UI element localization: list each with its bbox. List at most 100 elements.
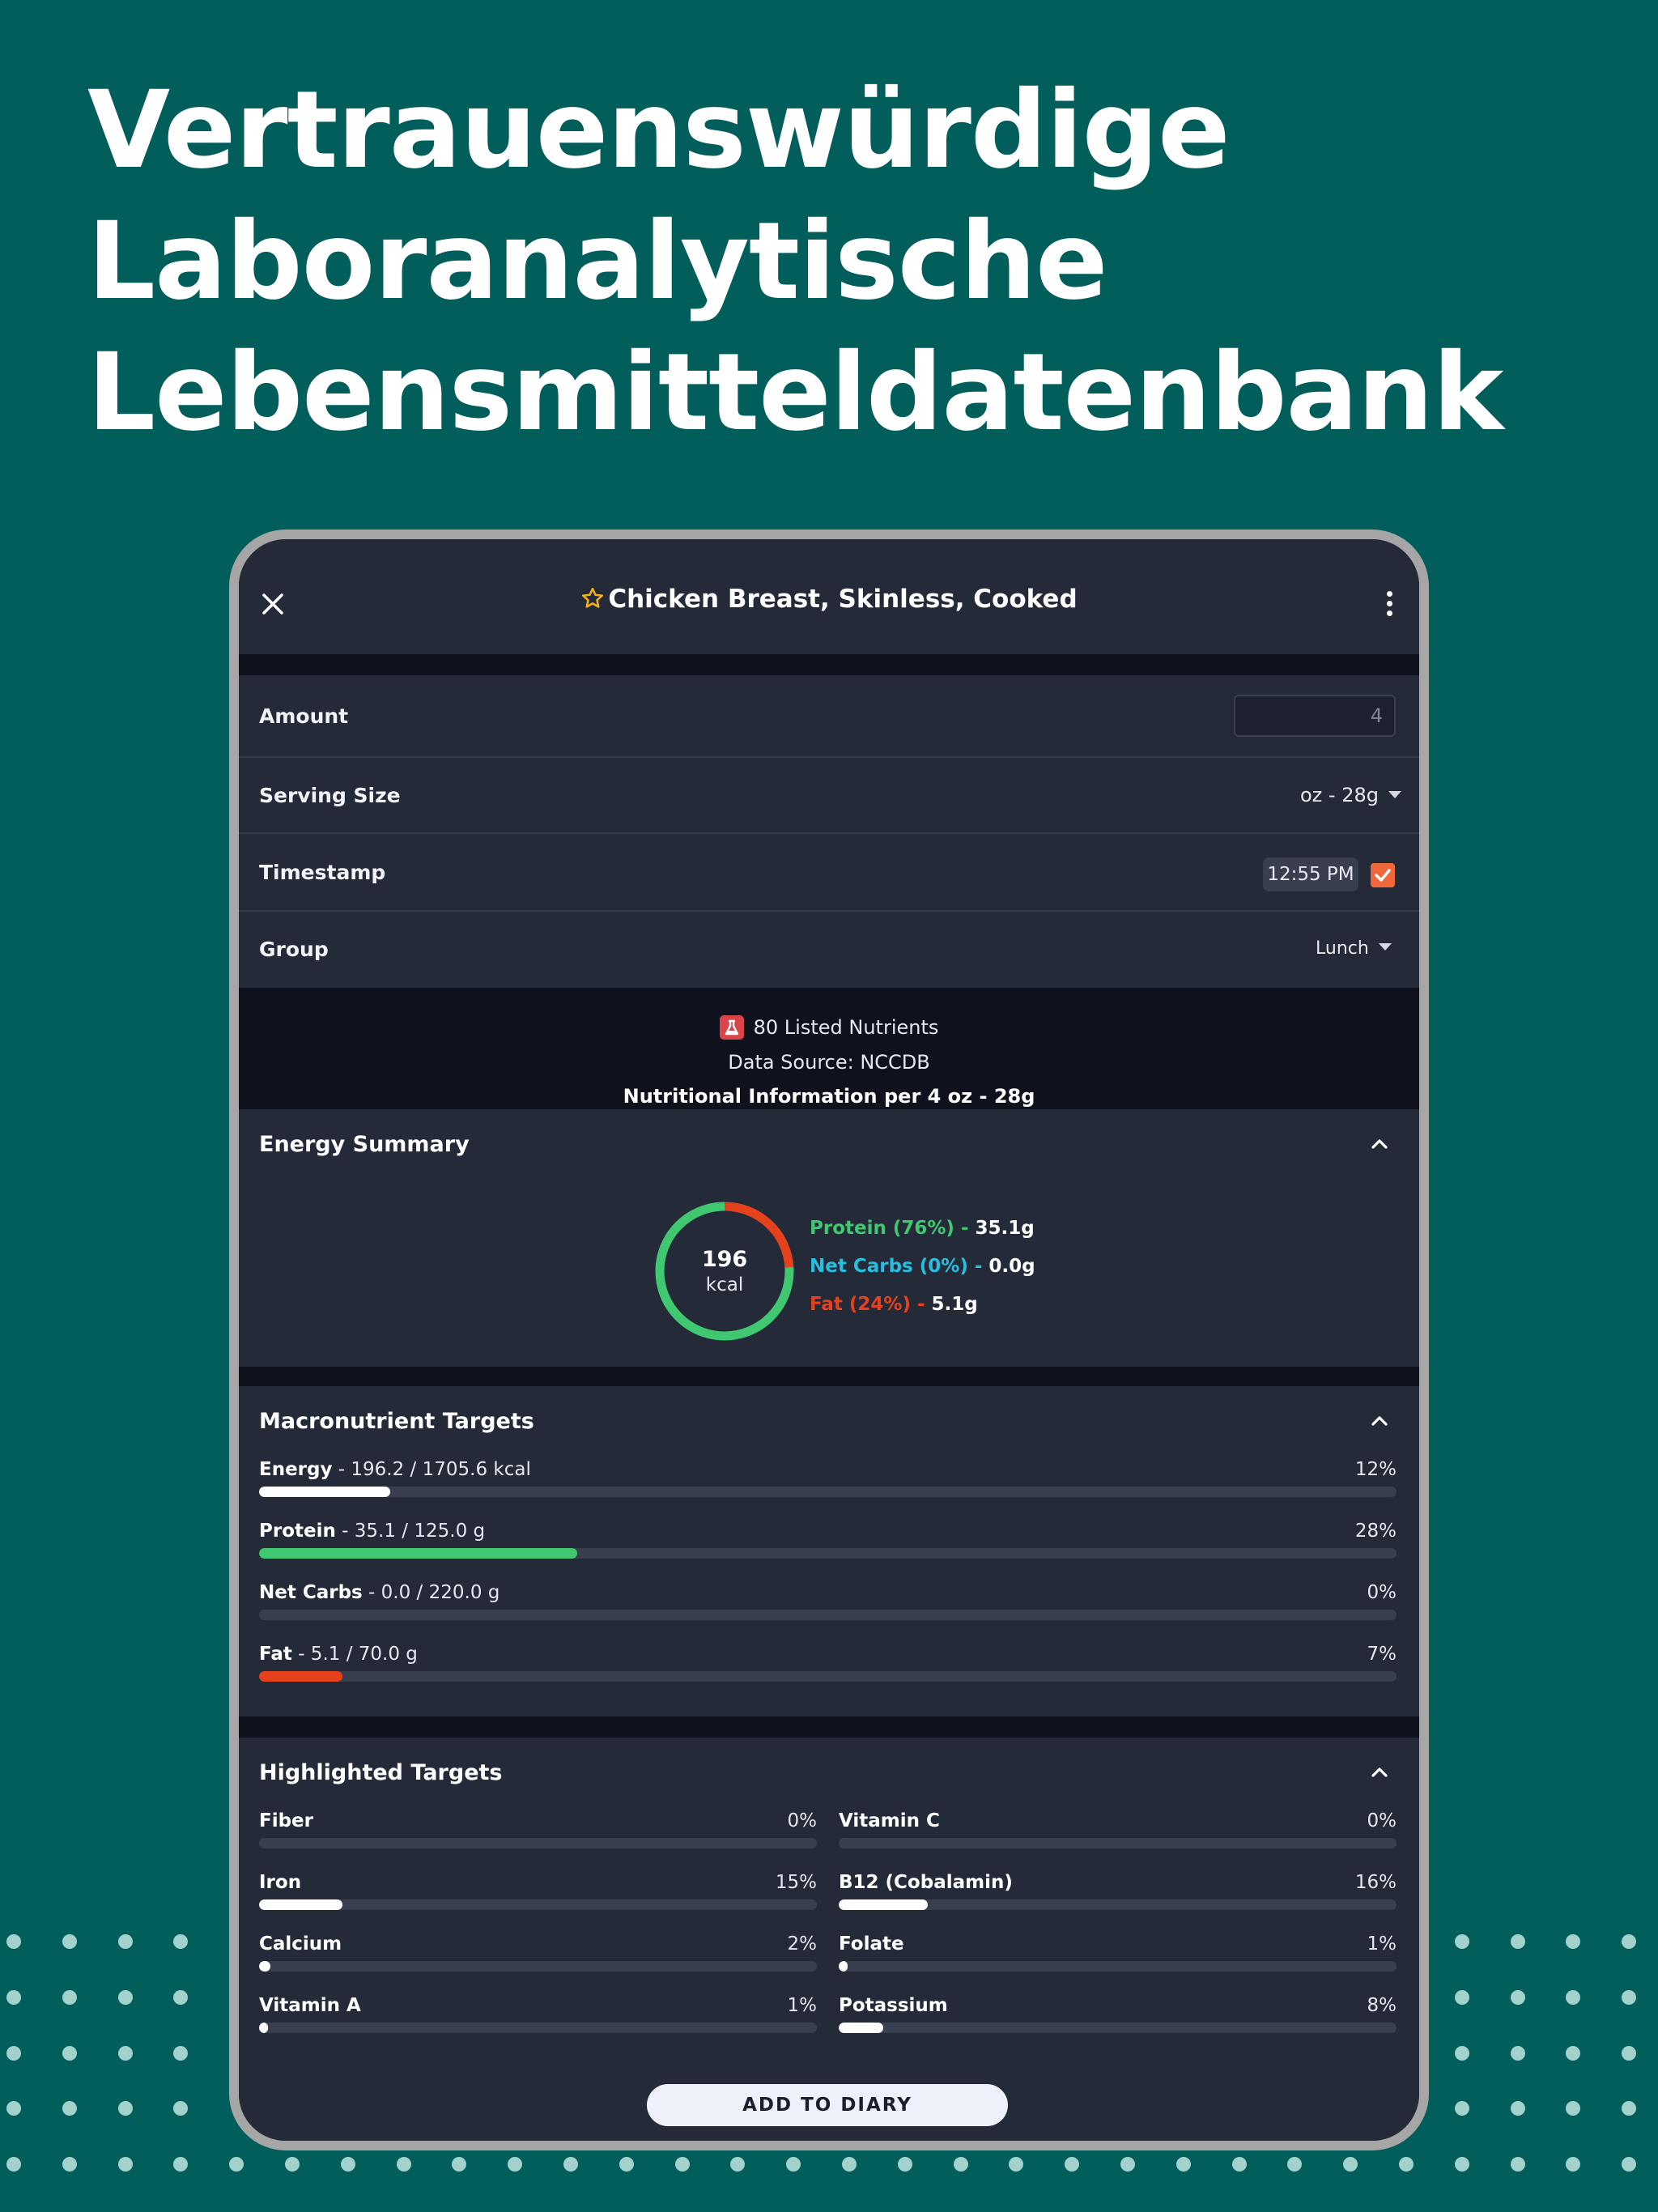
- serving-size-value: oz - 28g: [1300, 784, 1379, 806]
- decor-dot: [1009, 2157, 1024, 2172]
- macro-target-label: Net Carbs - 0.0 / 220.0 g: [259, 1582, 500, 1603]
- timestamp-checkbox[interactable]: [1371, 863, 1395, 887]
- legend-net-carbs-label: Net Carbs (0%) -: [810, 1256, 989, 1277]
- add-to-diary-button[interactable]: ADD TO DIARY: [647, 2084, 1008, 2126]
- serving-size-row[interactable]: Serving Size oz - 28g: [239, 756, 1419, 834]
- decor-dot: [1454, 2157, 1469, 2172]
- decor-dot: [1343, 2157, 1358, 2172]
- chevron-up-icon[interactable]: [1371, 1415, 1388, 1427]
- decor-dot: [117, 2045, 133, 2061]
- decor-dot: [1622, 2045, 1637, 2061]
- decor-dot: [1622, 1934, 1637, 1949]
- decor-dot: [117, 1989, 133, 2005]
- listed-nutrients-text: 80 Listed Nutrients: [753, 1016, 939, 1039]
- decor-dot: [6, 2157, 21, 2172]
- chevron-down-icon: [1388, 791, 1401, 798]
- legend-net-carbs-value: 0.0g: [988, 1256, 1035, 1277]
- amount-input[interactable]: 4: [1234, 695, 1396, 737]
- decor-dot: [62, 2045, 77, 2061]
- decor-dot: [1566, 1934, 1581, 1949]
- decor-dot: [6, 2045, 21, 2061]
- legend-fat-label: Fat (24%) -: [810, 1294, 932, 1315]
- highlighted-progress-track: [839, 1838, 1397, 1848]
- legend-protein-value: 35.1g: [975, 1218, 1035, 1239]
- timestamp-chip[interactable]: 12:55 PM: [1263, 857, 1358, 891]
- headline-line-3: Lebensmitteldatenbank: [87, 330, 1503, 455]
- macro-progress-fill: [259, 1671, 342, 1682]
- decor-dot: [1510, 2045, 1525, 2061]
- highlighted-target-percent: 15%: [775, 1872, 817, 1893]
- decor-dot: [117, 2101, 133, 2116]
- check-icon: [1375, 869, 1391, 882]
- macro-target-name: Net Carbs: [259, 1582, 363, 1603]
- highlighted-progress-fill: [259, 1899, 343, 1910]
- highlighted-target-percent: 16%: [1354, 1872, 1397, 1893]
- serving-size-label: Serving Size: [259, 784, 401, 807]
- highlighted-target-percent: 0%: [787, 1810, 818, 1831]
- listed-nutrients: 80 Listed Nutrients: [239, 1015, 1419, 1040]
- chevron-up-icon[interactable]: [1371, 1767, 1388, 1778]
- decor-dot: [619, 2157, 634, 2172]
- donut-protein-segment: [655, 1202, 794, 1341]
- macro-target-detail: - 5.1 / 70.0 g: [291, 1644, 418, 1665]
- data-source: Data Source: NCCDB: [728, 1051, 930, 1074]
- decor-dot: [1175, 2157, 1191, 2172]
- decor-dot: [563, 2157, 578, 2172]
- star-icon[interactable]: [580, 586, 605, 610]
- macro-target-percent: 0%: [1367, 1582, 1397, 1603]
- highlighted-progress-track: [839, 2023, 1397, 2033]
- more-vertical-icon[interactable]: [1384, 591, 1394, 619]
- chevron-up-icon[interactable]: [1371, 1138, 1388, 1150]
- close-icon[interactable]: [260, 591, 286, 617]
- decor-dot: [6, 2101, 21, 2116]
- decor-dot: [1622, 2157, 1637, 2172]
- macro-target-detail: - 196.2 / 1705.6 kcal: [332, 1459, 531, 1480]
- highlighted-target-percent: 8%: [1367, 1995, 1397, 2016]
- highlighted-progress-track: [839, 1899, 1397, 1910]
- energy-summary-card: Energy Summary: [239, 1109, 1419, 1367]
- decor-dot: [173, 2045, 189, 2061]
- highlighted-target-name: Fiber: [259, 1810, 314, 1831]
- tablet-frame: Chicken Breast, Skinless, Cooked Amount …: [229, 530, 1429, 2150]
- macro-progress-track: [259, 1671, 1397, 1682]
- decor-dot: [1510, 2101, 1525, 2116]
- timestamp-row: Timestamp 12:55 PM: [239, 832, 1419, 912]
- decor-dot: [173, 2157, 189, 2172]
- macro-progress-track: [259, 1487, 1397, 1497]
- per-serving-caption: Nutritional Information per 4 oz - 28g: [623, 1085, 1035, 1108]
- highlighted-progress-fill: [259, 2023, 269, 2033]
- group-value: Lunch: [1316, 938, 1369, 959]
- highlighted-target-name: Potassium: [839, 1995, 948, 2016]
- energy-summary-title: Energy Summary: [259, 1132, 470, 1157]
- highlighted-target-percent: 0%: [1367, 1810, 1397, 1831]
- macro-progress-track: [259, 1610, 1397, 1620]
- legend-protein-label: Protein (76%) -: [810, 1218, 976, 1239]
- decor-dot: [1287, 2157, 1303, 2172]
- decor-dot: [117, 1934, 133, 1949]
- decor-dot: [396, 2157, 411, 2172]
- decor-dot: [1566, 2045, 1581, 2061]
- group-dropdown[interactable]: Lunch: [1316, 938, 1392, 959]
- macro-target-percent: 28%: [1354, 1521, 1397, 1542]
- decor-dot: [1399, 2157, 1414, 2172]
- decor-dot: [452, 2157, 467, 2172]
- highlighted-progress-fill: [839, 1899, 929, 1910]
- highlighted-target-percent: 1%: [1367, 1933, 1397, 1955]
- macro-target-percent: 7%: [1367, 1644, 1397, 1665]
- decor-dot: [340, 2157, 355, 2172]
- kcal-unit: kcal: [705, 1274, 744, 1295]
- macro-target-label: Protein - 35.1 / 125.0 g: [259, 1521, 485, 1542]
- decor-dot: [173, 1934, 189, 1949]
- legend-fat: Fat (24%) - 5.1g: [810, 1294, 978, 1315]
- macronutrient-targets-card: Macronutrient Targets Energy - 196.2 / 1…: [239, 1386, 1419, 1716]
- headline-line-1: Vertrauenswürdige: [87, 68, 1231, 193]
- highlighted-target-name: Vitamin C: [839, 1810, 940, 1831]
- decor-dot: [1566, 2101, 1581, 2116]
- decor-dot: [173, 2101, 189, 2116]
- serving-size-dropdown[interactable]: oz - 28g: [1300, 784, 1401, 806]
- highlighted-target-name: Vitamin A: [259, 1995, 361, 2016]
- macro-target-label: Energy - 196.2 / 1705.6 kcal: [259, 1459, 531, 1480]
- decor-dot: [62, 2101, 77, 2116]
- group-row[interactable]: Group Lunch: [239, 910, 1419, 988]
